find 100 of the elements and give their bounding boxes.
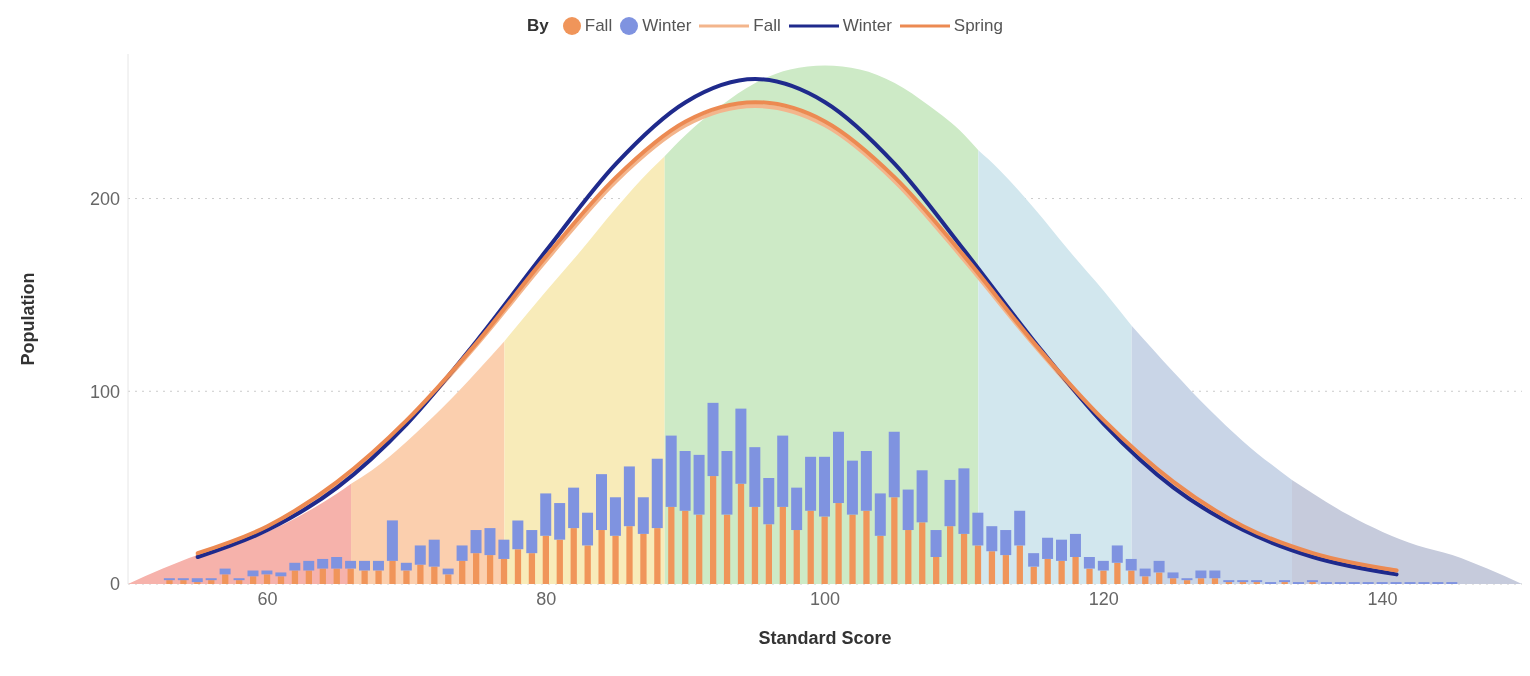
bar bbox=[651, 458, 663, 529]
bar bbox=[654, 528, 661, 584]
bar bbox=[791, 487, 803, 531]
bar bbox=[821, 516, 828, 584]
bar bbox=[1002, 555, 1010, 584]
bar bbox=[637, 497, 649, 534]
legend-label: Spring bbox=[953, 16, 1003, 36]
bar bbox=[819, 456, 831, 517]
bar bbox=[249, 576, 257, 584]
legend-label: Winter bbox=[642, 16, 692, 36]
bar bbox=[623, 466, 635, 527]
bar bbox=[751, 506, 759, 584]
bar bbox=[765, 524, 773, 584]
y-axis-title: Population bbox=[18, 272, 39, 366]
bar bbox=[277, 576, 285, 584]
bar bbox=[317, 558, 329, 569]
bar bbox=[486, 555, 494, 584]
bar bbox=[1100, 570, 1107, 584]
bar bbox=[319, 568, 326, 584]
bar bbox=[1125, 558, 1137, 571]
bar bbox=[863, 510, 870, 584]
bar bbox=[665, 435, 677, 507]
bar bbox=[542, 535, 549, 584]
bar bbox=[777, 435, 789, 507]
bar bbox=[540, 493, 552, 536]
bar bbox=[526, 530, 538, 554]
bar bbox=[1170, 578, 1177, 584]
bar bbox=[528, 553, 536, 584]
bar bbox=[877, 535, 884, 584]
bar bbox=[1197, 578, 1205, 584]
bar bbox=[919, 522, 926, 584]
bar bbox=[1014, 510, 1026, 546]
bar bbox=[609, 497, 621, 536]
legend-label: Fall bbox=[584, 16, 613, 36]
bar bbox=[707, 402, 719, 477]
bar bbox=[958, 468, 970, 534]
bar bbox=[1195, 570, 1207, 579]
bar bbox=[974, 545, 982, 584]
bar bbox=[1030, 566, 1037, 584]
bar bbox=[403, 570, 410, 584]
bar bbox=[275, 572, 287, 577]
bar bbox=[668, 506, 675, 584]
bar bbox=[1153, 560, 1165, 573]
bar bbox=[1086, 568, 1093, 584]
bar bbox=[679, 451, 691, 511]
bar bbox=[1209, 570, 1221, 579]
y-tick-label: 100 bbox=[89, 381, 120, 402]
x-tick-label: 120 bbox=[1088, 588, 1119, 609]
bar bbox=[1156, 572, 1163, 584]
bar bbox=[779, 506, 786, 584]
legend-title: By bbox=[527, 16, 549, 36]
bar bbox=[891, 497, 898, 584]
bar bbox=[849, 514, 856, 584]
bar bbox=[570, 528, 577, 584]
bar bbox=[568, 487, 580, 529]
bar bbox=[1044, 558, 1051, 584]
bar bbox=[498, 539, 510, 559]
bar bbox=[473, 553, 480, 584]
bar bbox=[191, 578, 203, 583]
bar bbox=[1142, 576, 1149, 584]
bar bbox=[556, 539, 563, 584]
bar bbox=[289, 562, 301, 571]
bar bbox=[693, 454, 705, 515]
bar bbox=[582, 512, 594, 546]
bar bbox=[735, 408, 747, 484]
bar bbox=[1016, 545, 1023, 584]
bar bbox=[400, 562, 412, 571]
bar bbox=[916, 470, 928, 523]
bar bbox=[414, 545, 426, 565]
bar bbox=[584, 545, 591, 584]
x-tick-label: 100 bbox=[809, 588, 841, 609]
bar bbox=[710, 476, 717, 584]
bar bbox=[1028, 553, 1040, 567]
bar bbox=[291, 570, 299, 584]
bar bbox=[1128, 570, 1135, 584]
bar bbox=[1114, 562, 1121, 584]
bar bbox=[721, 451, 733, 515]
bar bbox=[459, 560, 466, 584]
x-tick-label: 80 bbox=[536, 588, 557, 609]
bar bbox=[372, 560, 384, 571]
bar bbox=[902, 489, 914, 531]
bar bbox=[846, 460, 858, 515]
bar bbox=[1167, 572, 1179, 579]
bar bbox=[723, 514, 731, 584]
bar bbox=[1056, 539, 1068, 561]
x-tick-label: 140 bbox=[1367, 588, 1398, 609]
bar bbox=[1097, 560, 1109, 571]
bar bbox=[331, 557, 343, 569]
bar bbox=[1042, 537, 1054, 559]
bar bbox=[345, 560, 357, 569]
bar bbox=[263, 574, 271, 584]
bar bbox=[626, 526, 633, 584]
bar bbox=[303, 560, 315, 571]
bar bbox=[640, 533, 647, 584]
bar bbox=[793, 530, 800, 584]
bar bbox=[972, 512, 984, 546]
x-axis-title: Standard Score bbox=[758, 628, 892, 648]
bar bbox=[222, 574, 229, 584]
y-tick-label: 0 bbox=[109, 574, 120, 595]
bar bbox=[1000, 530, 1012, 556]
